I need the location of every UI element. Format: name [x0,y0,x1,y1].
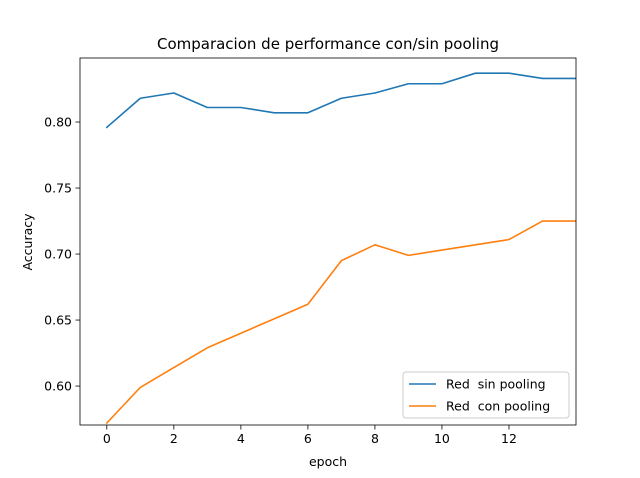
y-axis-label: Accuracy [20,213,35,271]
x-tick-label: 4 [237,431,245,446]
x-tick-label: 12 [501,431,517,446]
y-tick-label: 0.75 [44,181,72,196]
x-tick-label: 8 [371,431,379,446]
x-tick-label: 6 [304,431,312,446]
legend-label-2: Red con pooling [446,399,550,414]
y-axis: 0.60 0.65 0.70 0.75 0.80 [44,115,80,394]
legend-box [402,371,570,419]
plot-area [79,57,577,426]
x-axis: 0 2 4 6 8 10 12 [103,425,517,446]
series-line-2 [105,220,576,425]
legend-label-1: Red sin pooling [446,377,546,392]
series-line-1 [105,72,576,129]
y-tick-label: 0.65 [44,313,72,328]
x-axis-label: epoch [309,454,347,469]
plot-frame [79,57,577,426]
x-tick-label: 2 [170,431,178,446]
y-tick-label: 0.80 [44,115,72,130]
legend: Red sin pooling Red con pooling [402,371,570,419]
x-tick-label: 10 [434,431,450,446]
y-tick-label: 0.60 [44,379,72,394]
chart-title: Comparacion de performance con/sin pooli… [157,35,499,53]
series-lines [105,72,576,425]
y-tick-label: 0.70 [44,247,72,262]
x-tick-label: 0 [103,431,111,446]
